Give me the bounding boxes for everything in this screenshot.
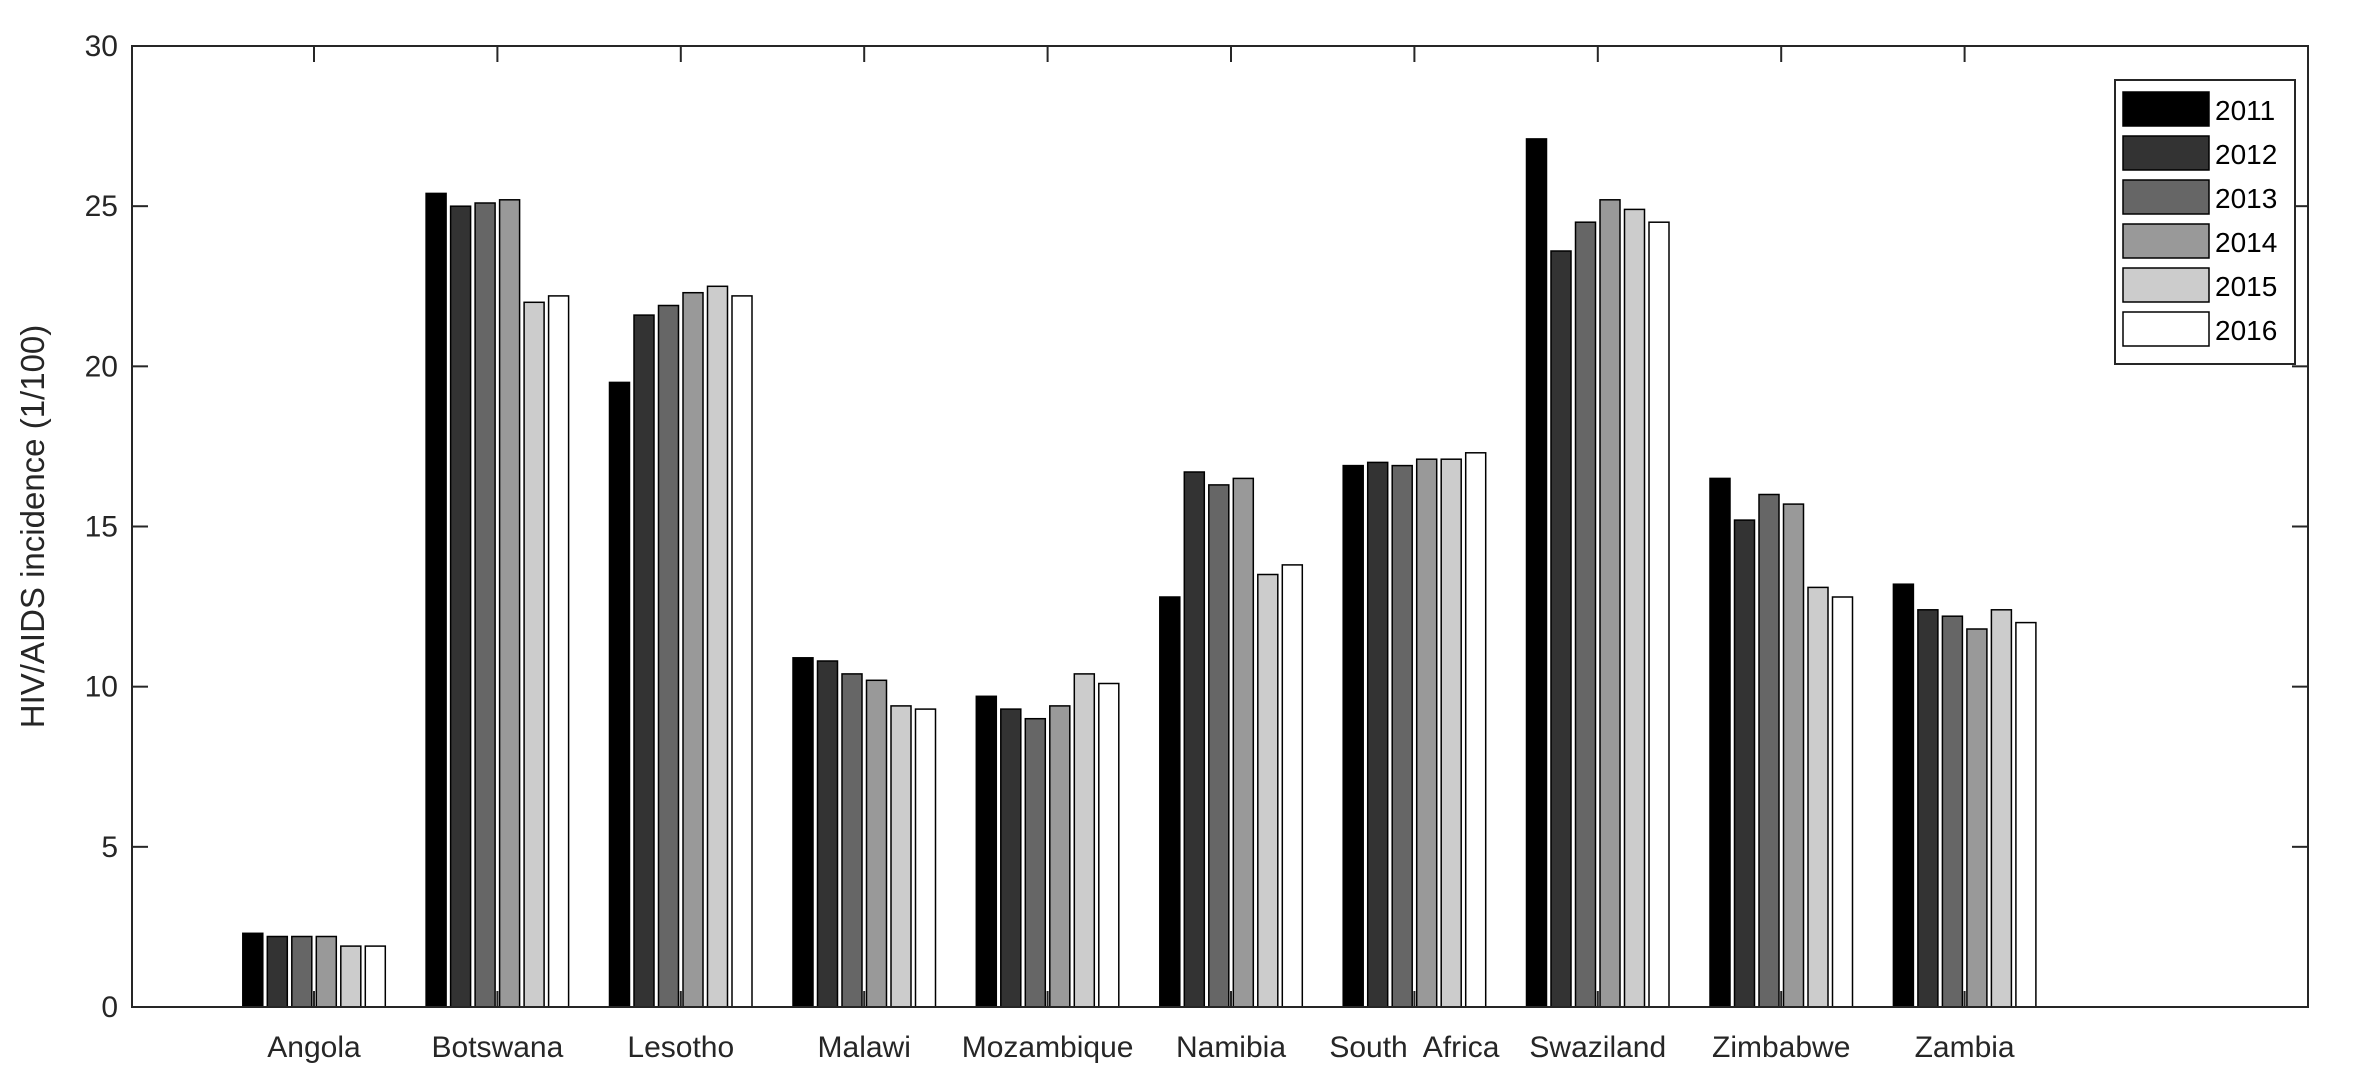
bar-2012-1 <box>449 205 472 1008</box>
bar-2013-0 <box>291 935 313 1008</box>
legend-swatch-2015 <box>2122 267 2210 303</box>
y-axis-ticks: 0 5 10 15 20 25 30 <box>85 30 2308 1024</box>
bar-2013-7 <box>1574 221 1597 1008</box>
bars-group <box>242 138 2037 1008</box>
bar-2015-8 <box>1807 586 1829 1008</box>
legend-label-2011: 2011 <box>2215 95 2275 126</box>
bar-2015-7 <box>1623 208 1646 1008</box>
bar-2011-4 <box>975 695 998 1008</box>
bar-2013-5 <box>1208 484 1230 1008</box>
bar-2012-7 <box>1550 250 1572 1008</box>
bar-2016-4 <box>1098 682 1120 1008</box>
x-axis-ticks: Angola Botswana Lesotho Malawi Mozambique Nam… <box>267 46 2015 1064</box>
bar-2014-0 <box>315 935 338 1008</box>
legend-swatch-2016 <box>2122 311 2210 347</box>
bar-2013-6 <box>1391 464 1413 1008</box>
legend-label-2015: 2015 <box>2215 271 2277 302</box>
bar-2011-5 <box>1159 596 1181 1008</box>
bar-2012-8 <box>1733 519 1756 1008</box>
bar-2011-9 <box>1892 583 1915 1008</box>
bar-2016-6 <box>1464 452 1487 1008</box>
x-tick-label: Botswana <box>432 1031 564 1064</box>
bar-2016-0 <box>364 945 387 1008</box>
bar-2014-5 <box>1232 477 1255 1008</box>
bar-2013-1 <box>474 202 496 1008</box>
bar-2014-6 <box>1415 458 1438 1008</box>
legend-label-2016: 2016 <box>2215 315 2277 346</box>
bar-2014-7 <box>1599 199 1621 1008</box>
bar-2013-8 <box>1758 493 1780 1008</box>
bar-2015-6 <box>1440 458 1462 1008</box>
bar-2016-3 <box>914 708 937 1008</box>
bar-2012-2 <box>633 314 655 1008</box>
y-tick-label: 0 <box>101 991 118 1024</box>
bar-2011-1 <box>425 192 447 1008</box>
x-tick-label: Namibia <box>1176 1031 1286 1064</box>
legend-label-2013: 2013 <box>2215 183 2277 214</box>
legend: 2011 2012 2013 2014 2015 2016 <box>2114 79 2296 365</box>
legend-label-2014: 2014 <box>2215 227 2277 258</box>
bar-2013-4 <box>1024 717 1047 1008</box>
legend-swatch-2013 <box>2122 179 2210 215</box>
legend-label-2012: 2012 <box>2215 139 2277 170</box>
legend-swatch-2012 <box>2122 135 2210 171</box>
bar-2011-0 <box>242 932 264 1008</box>
x-tick-label: Malawi <box>818 1031 911 1064</box>
y-axis-label: HIV/AIDS incidence (1/100) <box>14 325 51 729</box>
x-tick-label: Zimbabwe <box>1712 1031 1850 1064</box>
y-tick-label: 30 <box>85 30 118 63</box>
bar-2014-1 <box>498 199 521 1008</box>
y-tick-label: 10 <box>85 671 118 704</box>
x-tick-label: Zambia <box>1915 1031 2015 1064</box>
y-tick-label: 15 <box>85 511 118 544</box>
x-tick-label: Swaziland <box>1529 1031 1666 1064</box>
legend-swatch-2011 <box>2122 91 2210 127</box>
legend-swatch-2014 <box>2122 223 2210 259</box>
bar-2011-3 <box>792 657 814 1008</box>
bar-2016-5 <box>1281 564 1304 1008</box>
bar-2012-6 <box>1366 461 1389 1008</box>
y-tick-label: 20 <box>85 350 118 383</box>
bar-2013-2 <box>657 304 680 1008</box>
bar-2015-1 <box>523 301 545 1008</box>
bar-2015-9 <box>1990 609 2013 1008</box>
bar-2013-9 <box>1941 615 1964 1008</box>
bar-2012-0 <box>266 935 289 1008</box>
bar-2011-2 <box>608 381 631 1008</box>
bar-2015-0 <box>340 945 362 1008</box>
bar-2015-2 <box>706 285 729 1008</box>
x-tick-label: Lesotho <box>627 1031 734 1064</box>
bar-2012-9 <box>1917 609 1939 1008</box>
bar-2011-8 <box>1709 477 1731 1008</box>
bar-2013-3 <box>841 673 863 1008</box>
x-tick-label: Mozambique <box>962 1031 1134 1064</box>
x-tick-label: Angola <box>267 1031 361 1064</box>
bar-2015-5 <box>1257 573 1279 1008</box>
bar-2014-3 <box>865 679 888 1008</box>
bar-2012-4 <box>1000 708 1022 1008</box>
bar-2016-9 <box>2015 621 2037 1008</box>
bar-2014-8 <box>1782 503 1805 1008</box>
bar-2014-4 <box>1049 705 1071 1008</box>
bar-2016-1 <box>547 295 570 1008</box>
bar-2016-7 <box>1648 221 1670 1008</box>
bar-2011-6 <box>1342 464 1364 1008</box>
x-tick-label: South Africa <box>1329 1031 1499 1064</box>
y-tick-label: 5 <box>101 831 118 864</box>
bar-2012-5 <box>1183 471 1206 1008</box>
bar-2014-2 <box>682 291 704 1008</box>
bar-2015-4 <box>1073 673 1096 1008</box>
bar-2016-2 <box>731 295 753 1008</box>
bar-2015-3 <box>890 705 912 1008</box>
bar-2011-7 <box>1525 138 1548 1008</box>
bar-2014-9 <box>1966 628 1988 1008</box>
bar-2012-3 <box>816 660 839 1008</box>
bar-2016-8 <box>1831 596 1854 1008</box>
y-tick-label: 25 <box>85 190 118 223</box>
